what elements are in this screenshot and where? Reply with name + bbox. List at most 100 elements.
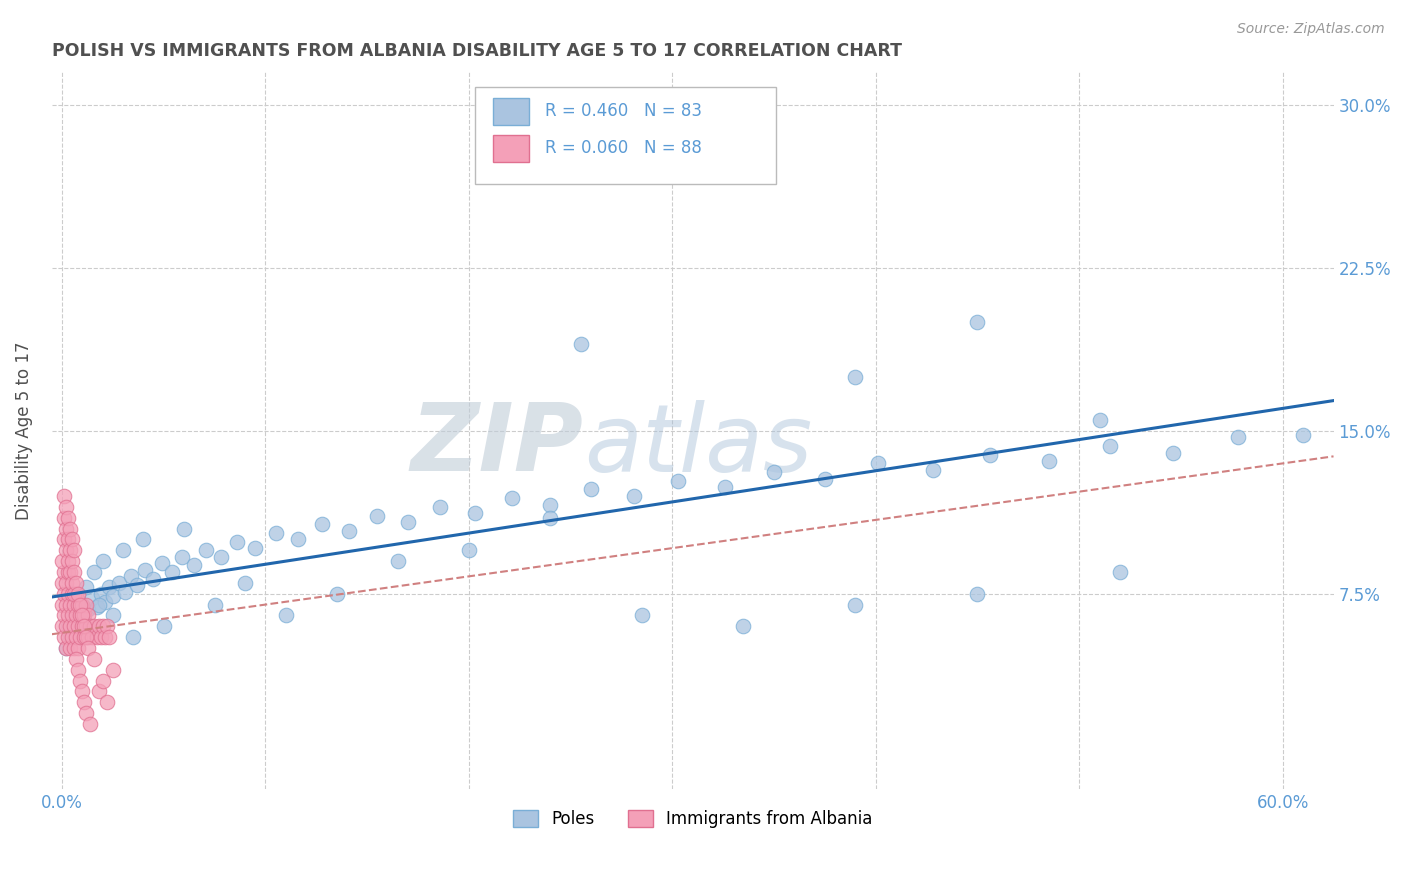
Point bbox=[97, 630, 120, 644]
Point bbox=[75, 580, 97, 594]
Point bbox=[204, 598, 226, 612]
Point bbox=[55, 522, 77, 536]
Point bbox=[387, 554, 409, 568]
Point bbox=[79, 619, 101, 633]
Point bbox=[75, 619, 97, 633]
Point bbox=[56, 619, 79, 633]
Point bbox=[56, 587, 79, 601]
Point bbox=[56, 554, 79, 568]
Point bbox=[55, 640, 77, 655]
Point bbox=[69, 598, 91, 612]
Point bbox=[69, 598, 91, 612]
Point bbox=[67, 593, 90, 607]
Y-axis label: Disability Age 5 to 17: Disability Age 5 to 17 bbox=[15, 342, 32, 520]
Point bbox=[75, 598, 97, 612]
Point bbox=[87, 684, 110, 698]
Point bbox=[264, 525, 287, 540]
Point bbox=[464, 507, 486, 521]
Point bbox=[63, 543, 86, 558]
Point bbox=[1109, 565, 1132, 579]
Point bbox=[132, 533, 155, 547]
Point bbox=[142, 572, 165, 586]
Point bbox=[844, 598, 866, 612]
Point bbox=[569, 337, 592, 351]
Point bbox=[67, 619, 90, 633]
Point bbox=[630, 608, 652, 623]
Point bbox=[56, 510, 79, 524]
Point bbox=[82, 630, 104, 644]
Point bbox=[51, 575, 73, 590]
Point bbox=[1038, 454, 1060, 468]
Point bbox=[55, 619, 77, 633]
Point bbox=[1098, 439, 1121, 453]
Point bbox=[101, 608, 124, 623]
Point bbox=[152, 619, 174, 633]
Point bbox=[51, 619, 73, 633]
Point bbox=[60, 630, 83, 644]
Point bbox=[51, 598, 73, 612]
Point bbox=[101, 663, 124, 677]
Point bbox=[457, 543, 479, 558]
Point bbox=[763, 465, 786, 479]
Point bbox=[1088, 413, 1111, 427]
Point bbox=[150, 557, 173, 571]
Point bbox=[966, 315, 988, 329]
Point bbox=[63, 598, 86, 612]
Point bbox=[72, 598, 94, 612]
Point bbox=[79, 619, 101, 633]
Point bbox=[72, 613, 94, 627]
Point bbox=[83, 565, 105, 579]
Point bbox=[714, 480, 737, 494]
Point bbox=[274, 608, 297, 623]
Point bbox=[623, 489, 645, 503]
Point bbox=[60, 608, 83, 623]
Point bbox=[77, 640, 100, 655]
Point bbox=[59, 630, 82, 644]
Point bbox=[183, 558, 205, 573]
Point bbox=[59, 522, 82, 536]
Point bbox=[79, 717, 101, 731]
Point bbox=[501, 491, 523, 505]
Point bbox=[75, 706, 97, 721]
Point bbox=[67, 663, 90, 677]
Point bbox=[55, 575, 77, 590]
Point bbox=[51, 554, 73, 568]
Point bbox=[90, 630, 112, 644]
Point bbox=[233, 575, 256, 590]
Point bbox=[733, 619, 755, 633]
Point bbox=[59, 598, 82, 612]
Point bbox=[702, 109, 724, 123]
Point bbox=[814, 472, 837, 486]
Text: Source: ZipAtlas.com: Source: ZipAtlas.com bbox=[1237, 22, 1385, 37]
Point bbox=[55, 500, 77, 514]
Point bbox=[127, 578, 149, 592]
Point bbox=[59, 543, 82, 558]
Point bbox=[844, 369, 866, 384]
Point bbox=[56, 630, 79, 644]
Point bbox=[65, 652, 87, 666]
Point bbox=[90, 587, 112, 601]
Point bbox=[52, 630, 75, 644]
Point bbox=[287, 533, 309, 547]
Point bbox=[59, 640, 82, 655]
Point bbox=[65, 608, 87, 623]
Point bbox=[63, 602, 86, 616]
Point bbox=[93, 595, 115, 609]
Point bbox=[101, 589, 124, 603]
Point bbox=[579, 483, 602, 497]
Point bbox=[52, 510, 75, 524]
Point bbox=[60, 554, 83, 568]
Point bbox=[75, 630, 97, 644]
Point bbox=[538, 510, 561, 524]
Point bbox=[69, 673, 91, 688]
Point bbox=[173, 522, 195, 536]
Point bbox=[60, 533, 83, 547]
Point bbox=[866, 457, 889, 471]
Point bbox=[114, 584, 136, 599]
Point bbox=[111, 543, 134, 558]
Point bbox=[56, 565, 79, 579]
Point bbox=[91, 554, 114, 568]
Point bbox=[429, 500, 451, 514]
Point bbox=[83, 619, 105, 633]
Point bbox=[72, 684, 94, 698]
